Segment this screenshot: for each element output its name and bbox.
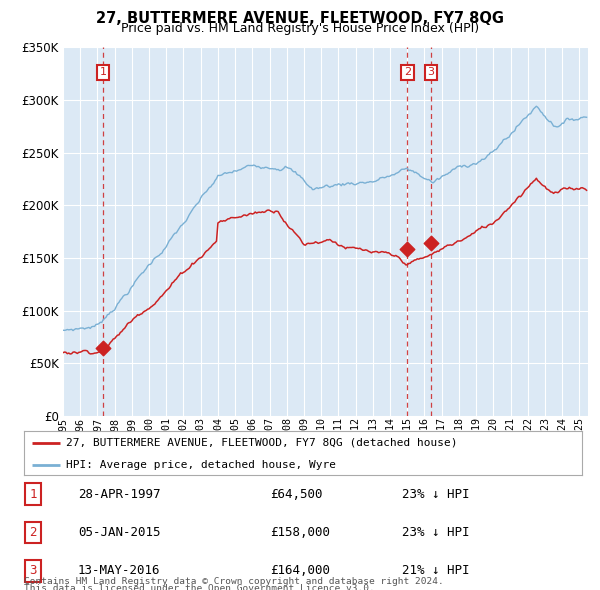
Text: 27, BUTTERMERE AVENUE, FLEETWOOD, FY7 8QG: 27, BUTTERMERE AVENUE, FLEETWOOD, FY7 8Q… (96, 11, 504, 25)
Text: 1: 1 (29, 487, 37, 501)
Text: £164,000: £164,000 (270, 564, 330, 578)
Point (403, 245, 412, 254)
Point (426, 238, 436, 248)
Point (98, 343, 108, 353)
Text: Price paid vs. HM Land Registry's House Price Index (HPI): Price paid vs. HM Land Registry's House … (121, 22, 479, 35)
Text: 3: 3 (29, 564, 37, 578)
Text: 27, BUTTERMERE AVENUE, FLEETWOOD, FY7 8QG (detached house): 27, BUTTERMERE AVENUE, FLEETWOOD, FY7 8Q… (66, 438, 457, 448)
Text: 28-APR-1997: 28-APR-1997 (78, 487, 161, 501)
Text: HPI: Average price, detached house, Wyre: HPI: Average price, detached house, Wyre (66, 460, 336, 470)
Text: 23% ↓ HPI: 23% ↓ HPI (402, 487, 470, 501)
Text: This data is licensed under the Open Government Licence v3.0.: This data is licensed under the Open Gov… (24, 584, 375, 590)
Text: £158,000: £158,000 (270, 526, 330, 539)
Text: 23% ↓ HPI: 23% ↓ HPI (402, 526, 470, 539)
Text: 21% ↓ HPI: 21% ↓ HPI (402, 564, 470, 578)
Text: Contains HM Land Registry data © Crown copyright and database right 2024.: Contains HM Land Registry data © Crown c… (24, 577, 444, 586)
Text: 3: 3 (427, 67, 434, 77)
Text: 1: 1 (100, 67, 106, 77)
Text: 13-MAY-2016: 13-MAY-2016 (78, 564, 161, 578)
Text: 2: 2 (29, 526, 37, 539)
Text: 05-JAN-2015: 05-JAN-2015 (78, 526, 161, 539)
Text: £64,500: £64,500 (270, 487, 323, 501)
Text: 2: 2 (404, 67, 411, 77)
